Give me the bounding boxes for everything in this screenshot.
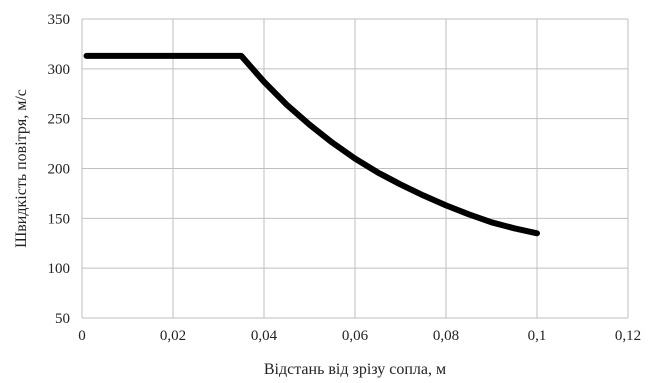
x-tick-label: 0 [78, 328, 86, 344]
y-tick-label: 350 [48, 12, 71, 28]
x-axis-ticks: 0 0,02 0,04 0,06 0,08 0,1 0,12 [78, 328, 641, 344]
grid [81, 18, 629, 319]
y-tick-label: 250 [48, 112, 71, 128]
y-tick-label: 150 [48, 211, 71, 227]
x-tick-label: 0,06 [342, 328, 369, 344]
y-tick-label: 200 [48, 162, 71, 178]
y-tick-label: 100 [48, 261, 71, 277]
x-tick-label: 0,12 [615, 328, 641, 344]
x-axis-title: Відстань від зрізу сопла, м [264, 361, 446, 378]
series-line [83, 52, 540, 237]
y-tick-label: 50 [55, 311, 70, 327]
x-tick-label: 0,08 [433, 328, 459, 344]
y-tick-label: 300 [48, 62, 71, 78]
series-layer [83, 52, 540, 237]
y-axis-title: Швидкість повітря, м/с [13, 89, 30, 248]
y-axis-ticks: 50 100 150 200 250 300 350 [48, 12, 71, 327]
x-tick-label: 0,04 [251, 328, 278, 344]
x-tick-label: 0,02 [160, 328, 186, 344]
x-tick-label: 0,1 [528, 328, 547, 344]
